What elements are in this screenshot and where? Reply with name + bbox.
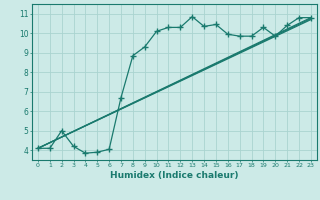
- X-axis label: Humidex (Indice chaleur): Humidex (Indice chaleur): [110, 171, 239, 180]
